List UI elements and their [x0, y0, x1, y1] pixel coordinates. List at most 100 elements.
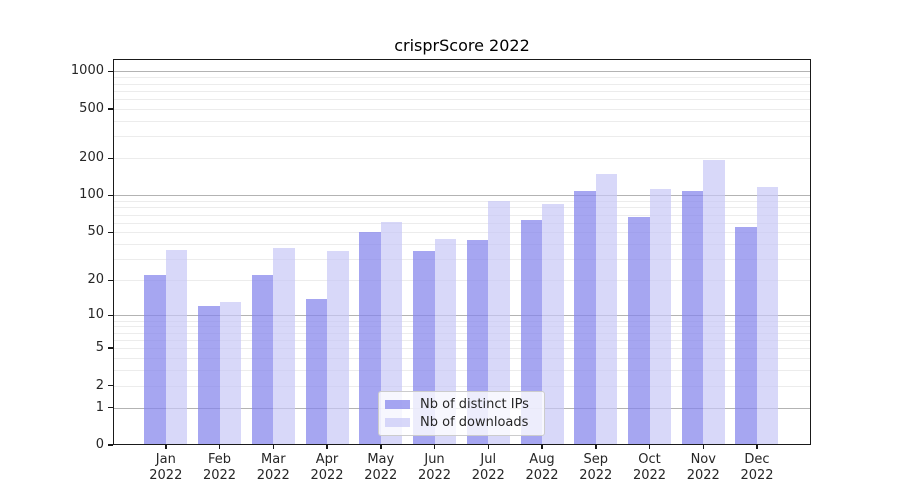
- x-tick-aug: [541, 445, 543, 449]
- minor-gridline-90: [113, 201, 811, 203]
- y-tick-label-2: 2: [95, 377, 104, 393]
- legend-swatch-downloads: [385, 418, 410, 427]
- minor-gridline-500: [113, 108, 811, 110]
- minor-gridline-80: [113, 207, 811, 209]
- x-tick-dec: [756, 445, 758, 449]
- x-tick-mar: [272, 445, 275, 449]
- legend-swatch-distinct-ips: [385, 400, 410, 409]
- bar-apr-distinct-ips: [305, 298, 328, 445]
- y-tick-20: [108, 279, 113, 282]
- x-tick-label-may: May 2022: [364, 452, 398, 483]
- bar-nov-downloads: [703, 159, 725, 445]
- bar-may-distinct-ips: [359, 232, 381, 445]
- major-gridline-1000: [113, 71, 811, 73]
- bar-apr-downloads: [327, 251, 349, 445]
- bar-nov-distinct-ips: [681, 190, 704, 445]
- bar-sep-downloads: [595, 173, 618, 445]
- bar-dec-downloads: [756, 187, 779, 445]
- minor-gridline-40: [113, 244, 811, 246]
- y-tick-label-10: 10: [87, 307, 104, 323]
- x-tick-jun: [433, 445, 436, 449]
- bar-jan-distinct-ips: [144, 275, 166, 445]
- minor-gridline-70: [113, 214, 811, 216]
- x-tick-label-oct: Oct 2022: [632, 452, 667, 483]
- y-tick-0: [108, 444, 113, 446]
- y-tick-1: [108, 406, 113, 409]
- x-tick-label-feb: Feb 2022: [202, 452, 237, 483]
- major-gridline-100: [113, 195, 811, 197]
- minor-gridline-4: [113, 357, 811, 359]
- legend-item-distinct-ips: Nb of distinct IPs: [385, 397, 538, 412]
- y-tick-label-1000: 1000: [70, 63, 104, 79]
- minor-gridline-6: [113, 339, 811, 341]
- y-tick-label-500: 500: [79, 100, 104, 116]
- bar-mar-distinct-ips: [251, 275, 274, 445]
- minor-gridline-200: [113, 158, 811, 160]
- bar-feb-downloads: [219, 302, 242, 445]
- x-tick-apr: [326, 445, 328, 449]
- x-tick-label-sep: Sep 2022: [579, 452, 613, 483]
- minor-gridline-2: [113, 385, 811, 387]
- y-tick-100: [108, 194, 113, 197]
- x-tick-label-dec: Dec 2022: [740, 452, 774, 483]
- bar-sep-distinct-ips: [574, 190, 596, 445]
- x-tick-jan: [165, 445, 167, 449]
- minor-gridline-400: [113, 120, 811, 122]
- bar-feb-distinct-ips: [198, 306, 220, 445]
- minor-gridline-900: [113, 77, 811, 79]
- y-tick-label-5: 5: [95, 340, 104, 356]
- bar-dec-distinct-ips: [735, 227, 757, 445]
- bar-jul-downloads: [488, 201, 510, 445]
- legend-label-distinct-ips: Nb of distinct IPs: [420, 397, 529, 412]
- y-tick-label-20: 20: [87, 272, 104, 288]
- minor-gridline-8: [113, 326, 811, 328]
- x-tick-oct: [648, 445, 651, 449]
- x-tick-label-nov: Nov 2022: [686, 452, 720, 483]
- y-tick-500: [108, 108, 113, 110]
- x-tick-sep: [595, 445, 597, 449]
- y-tick-label-200: 200: [79, 150, 104, 166]
- x-tick-nov: [702, 445, 704, 449]
- legend-item-downloads: Nb of downloads: [385, 415, 538, 430]
- x-tick-may: [380, 445, 382, 449]
- y-tick-50: [108, 231, 113, 234]
- chart-title: crisprScore 2022: [394, 36, 530, 55]
- x-tick-jul: [487, 445, 490, 449]
- x-tick-label-jul: Jul 2022: [471, 452, 505, 483]
- minor-gridline-50: [113, 232, 811, 234]
- plot-area: [113, 59, 811, 445]
- minor-gridline-9: [113, 320, 811, 322]
- y-tick-label-0: 0: [95, 437, 104, 452]
- y-tick-label-1: 1: [95, 399, 104, 415]
- minor-gridline-600: [113, 99, 811, 101]
- minor-gridline-7: [113, 332, 811, 334]
- minor-gridline-30: [113, 259, 811, 261]
- x-tick-label-aug: Aug 2022: [525, 452, 559, 483]
- bar-mar-downloads: [273, 248, 295, 445]
- y-tick-200: [108, 157, 113, 160]
- minor-gridline-3: [113, 370, 811, 372]
- major-gridline-10: [113, 315, 811, 317]
- x-tick-label-apr: Apr 2022: [310, 452, 344, 483]
- legend-label-downloads: Nb of downloads: [420, 415, 529, 430]
- x-tick-label-mar: Mar 2022: [256, 452, 290, 483]
- x-tick-label-jun: Jun 2022: [417, 452, 452, 483]
- minor-gridline-60: [113, 222, 811, 224]
- y-tick-label-100: 100: [79, 187, 104, 203]
- bar-oct-downloads: [649, 189, 671, 445]
- y-tick-2: [108, 384, 113, 387]
- x-tick-label-jan: Jan 2022: [149, 452, 183, 483]
- y-tick-label-50: 50: [87, 224, 104, 240]
- minor-gridline-700: [113, 90, 811, 92]
- minor-gridline-5: [113, 348, 811, 350]
- bar-oct-distinct-ips: [628, 216, 650, 445]
- bar-jan-downloads: [165, 249, 188, 445]
- minor-gridline-300: [113, 136, 811, 138]
- y-tick-1000: [108, 70, 113, 73]
- y-tick-5: [108, 347, 113, 349]
- y-tick-10: [108, 314, 113, 317]
- minor-gridline-800: [113, 83, 811, 85]
- legend: Nb of distinct IPs Nb of downloads: [378, 391, 545, 436]
- bar-may-downloads: [380, 221, 403, 445]
- x-tick-feb: [218, 445, 221, 449]
